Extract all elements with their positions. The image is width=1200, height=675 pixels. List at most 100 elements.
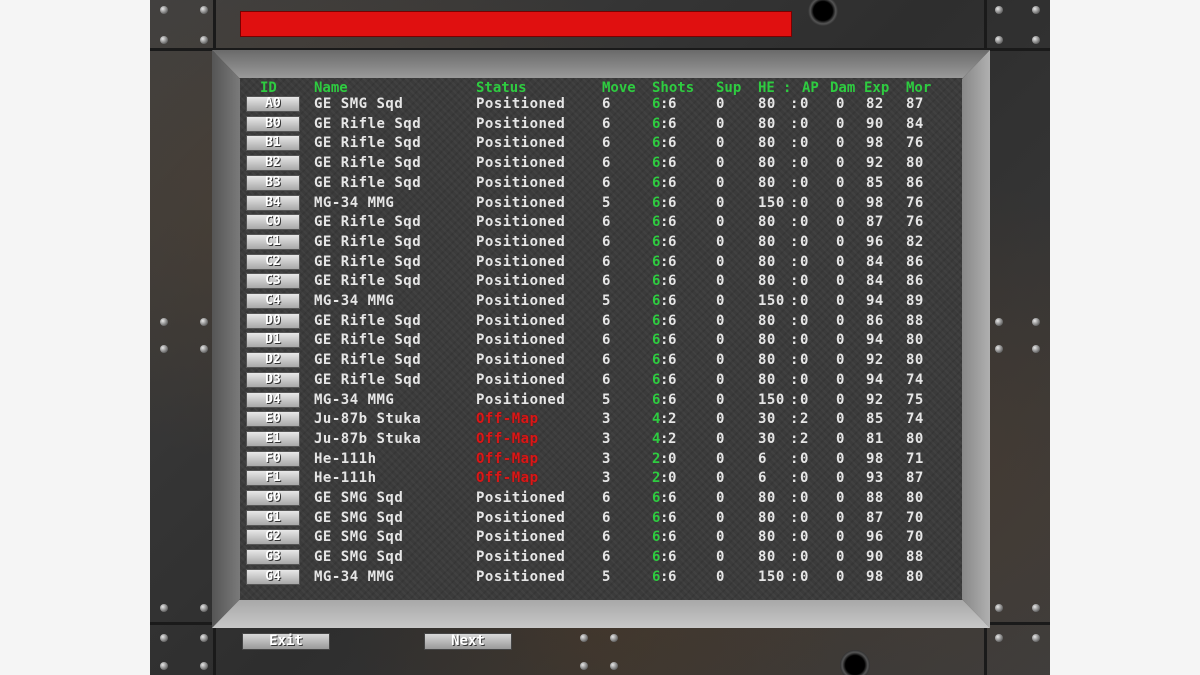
unit-id-button[interactable]: C3 [246, 273, 300, 290]
col-header-colon: : [783, 80, 792, 96]
unit-shots-total: 6 [668, 96, 677, 112]
unit-id-button[interactable]: C1 [246, 233, 300, 250]
unit-shots-total: 6 [668, 273, 677, 290]
unit-id-button[interactable]: B1 [246, 135, 300, 152]
shots-separator: : [660, 332, 669, 349]
rivet-icon [580, 662, 588, 670]
he-ap-separator: : [790, 568, 799, 585]
unit-status: Positioned [476, 568, 566, 585]
unit-dam: 0 [836, 233, 845, 250]
unit-ap: 0 [800, 194, 809, 211]
next-button[interactable]: Next [424, 633, 512, 650]
unit-move: 5 [602, 293, 611, 309]
unit-ap: 0 [800, 155, 809, 172]
unit-name: GE Rifle Sqd [314, 332, 422, 349]
unit-id-button[interactable]: G4 [246, 568, 300, 585]
unit-he: 6 [758, 450, 767, 467]
unit-id-button[interactable]: G2 [246, 529, 300, 546]
unit-id-button[interactable]: D0 [246, 312, 300, 329]
he-ap-separator: : [790, 509, 799, 526]
unit-sup: 0 [716, 273, 725, 290]
unit-status: Positioned [476, 96, 566, 112]
unit-id-button[interactable]: B3 [246, 174, 300, 191]
unit-ap: 2 [800, 411, 809, 428]
unit-mor: 80 [906, 430, 924, 447]
unit-id-button[interactable]: G3 [246, 549, 300, 566]
unit-move: 3 [602, 430, 611, 447]
he-ap-separator: : [790, 391, 799, 408]
unit-ap: 0 [800, 391, 809, 408]
unit-id-button[interactable]: E1 [246, 430, 300, 447]
unit-id-button[interactable]: A0 [246, 96, 300, 112]
unit-id-button[interactable]: B4 [246, 194, 300, 211]
unit-id-button[interactable]: B0 [246, 115, 300, 132]
unit-ap: 0 [800, 293, 809, 309]
exit-button[interactable]: Exit [242, 633, 330, 650]
unit-id-button[interactable]: C2 [246, 253, 300, 270]
unit-name: GE Rifle Sqd [314, 155, 422, 172]
unit-id-button[interactable]: G1 [246, 509, 300, 526]
unit-mor: 80 [906, 155, 924, 172]
unit-dam: 0 [836, 96, 845, 112]
unit-mor: 82 [906, 233, 924, 250]
unit-exp: 84 [866, 273, 884, 290]
unit-dam: 0 [836, 470, 845, 487]
table-row: B4 MG-34 MMG Positioned 5 6:6 0 150:0 0 98 76 [240, 194, 962, 213]
col-header-exp: Exp [864, 80, 890, 96]
unit-sup: 0 [716, 352, 725, 369]
unit-id-button[interactable]: G0 [246, 490, 300, 506]
status-bar [240, 11, 792, 37]
unit-ap: 0 [800, 96, 809, 112]
unit-id-button[interactable]: C0 [246, 214, 300, 231]
unit-ap: 0 [800, 568, 809, 585]
panel-bevel [212, 50, 240, 628]
unit-mor: 86 [906, 174, 924, 191]
unit-exp: 94 [866, 371, 884, 388]
unit-name: MG-34 MMG [314, 194, 395, 211]
unit-id-button[interactable]: D4 [246, 391, 300, 408]
unit-id-button[interactable]: D2 [246, 352, 300, 369]
he-ap-separator: : [790, 352, 799, 369]
rivet-icon [160, 662, 168, 670]
unit-id-button[interactable]: B2 [246, 155, 300, 172]
unit-he: 80 [758, 352, 776, 369]
unit-id-button[interactable]: F1 [246, 470, 300, 487]
unit-sup: 0 [716, 371, 725, 388]
unit-ap: 0 [800, 214, 809, 231]
unit-shots-left: 6 [652, 529, 661, 546]
unit-id-button[interactable]: F0 [246, 450, 300, 467]
unit-id-button[interactable]: C4 [246, 293, 300, 309]
shots-separator: : [660, 312, 669, 329]
unit-he: 150 [758, 391, 785, 408]
unit-mor: 70 [906, 509, 924, 526]
rivet-icon [1032, 6, 1040, 14]
col-header-sup: Sup [716, 80, 742, 96]
unit-status: Positioned [476, 214, 566, 231]
unit-he: 80 [758, 135, 776, 152]
unit-shots-left: 6 [652, 312, 661, 329]
unit-id-button[interactable]: D3 [246, 371, 300, 388]
unit-shots-total: 0 [668, 450, 677, 467]
shots-separator: : [660, 411, 669, 428]
unit-status: Positioned [476, 233, 566, 250]
shots-separator: : [660, 490, 669, 506]
unit-shots-total: 6 [668, 568, 677, 585]
unit-dam: 0 [836, 509, 845, 526]
unit-dam: 0 [836, 450, 845, 467]
unit-name: Ju-87b Stuka [314, 430, 422, 447]
unit-exp: 90 [866, 115, 884, 132]
unit-name: MG-34 MMG [314, 391, 395, 408]
unit-mor: 87 [906, 470, 924, 487]
unit-status: Positioned [476, 391, 566, 408]
table-row: C2 GE Rifle Sqd Positioned 6 6:6 0 80:0 0 84 86 [240, 253, 962, 272]
unit-mor: 74 [906, 411, 924, 428]
unit-id-button[interactable]: E0 [246, 411, 300, 428]
unit-exp: 85 [866, 174, 884, 191]
rivet-icon [160, 604, 168, 612]
unit-shots-left: 6 [652, 371, 661, 388]
unit-shots-total: 6 [668, 352, 677, 369]
unit-he: 30 [758, 430, 776, 447]
unit-id-button[interactable]: D1 [246, 332, 300, 349]
table-row: B2 GE Rifle Sqd Positioned 6 6:6 0 80:0 0 92 80 [240, 154, 962, 173]
unit-status: Positioned [476, 529, 566, 546]
